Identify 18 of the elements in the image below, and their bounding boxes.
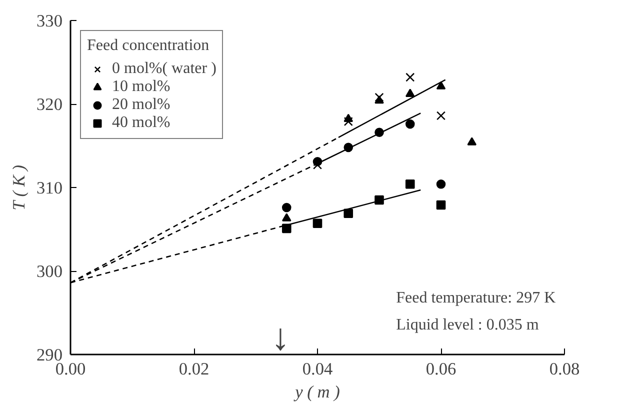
x-tick-label: 0.08 bbox=[549, 360, 580, 378]
x-tick-label: 0.04 bbox=[302, 360, 333, 378]
annotation: Feed temperature: 297 K bbox=[396, 290, 556, 306]
annotation: Liquid level : 0.035 m bbox=[396, 316, 540, 334]
legend-label: 0 mol%( water ) bbox=[112, 60, 216, 78]
x-axis-title: y ( m ) bbox=[293, 382, 340, 402]
legend-label: 20 mol% bbox=[112, 96, 170, 114]
annotation: ↓ bbox=[271, 318, 290, 358]
y-tick-label: 300 bbox=[36, 262, 63, 281]
x-tick-label: 0.02 bbox=[178, 360, 210, 378]
y-tick-label: 310 bbox=[36, 178, 63, 198]
legend-label: 10 mol% bbox=[112, 78, 170, 96]
y-tick-label: 320 bbox=[36, 95, 63, 114]
legend-label: 40 mol% bbox=[112, 114, 170, 132]
legend-title: Feed concentration bbox=[87, 37, 210, 55]
y-axis-title: T ( K ) bbox=[10, 164, 29, 210]
x-tick-label: 0.06 bbox=[426, 360, 456, 378]
y-tick-label: 330 bbox=[36, 12, 63, 30]
